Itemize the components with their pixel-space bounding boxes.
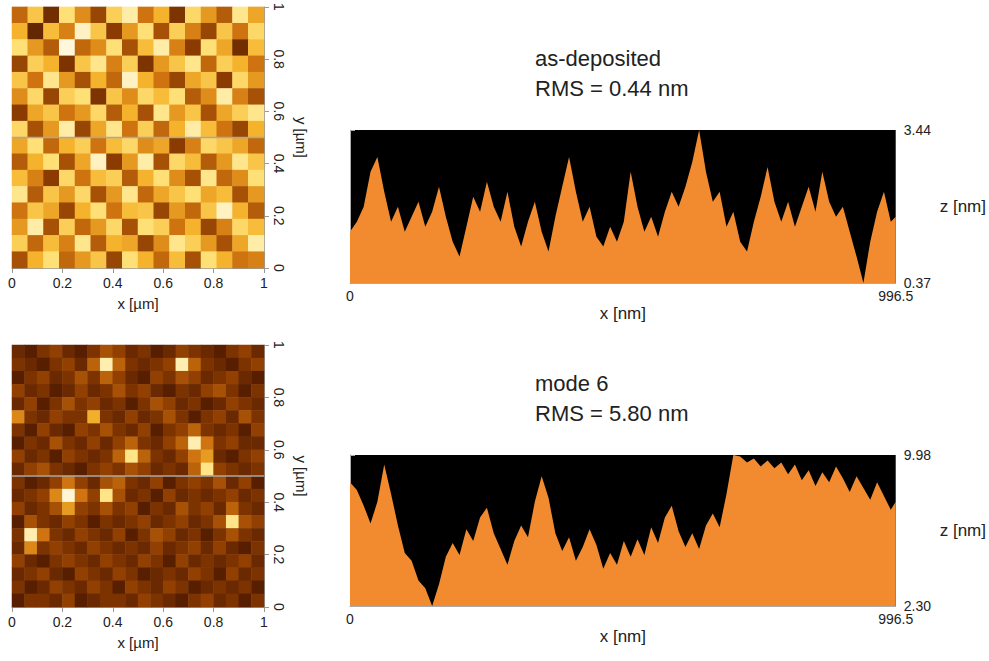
svg-text:0.8: 0.8 xyxy=(271,49,287,69)
svg-text:1: 1 xyxy=(271,341,287,349)
svg-text:x [nm]: x [nm] xyxy=(600,627,646,646)
svg-text:9.98: 9.98 xyxy=(904,447,931,463)
svg-text:y [µm]: y [µm] xyxy=(293,117,310,158)
svg-text:0.4: 0.4 xyxy=(271,154,287,174)
svg-text:1: 1 xyxy=(260,614,268,630)
svg-text:mode 6: mode 6 xyxy=(535,371,608,396)
svg-text:x [µm]: x [µm] xyxy=(117,634,158,651)
svg-text:RMS = 0.44 nm: RMS = 0.44 nm xyxy=(535,76,688,101)
svg-text:as-deposited: as-deposited xyxy=(535,46,661,71)
svg-text:0.2: 0.2 xyxy=(271,545,287,565)
svg-text:0: 0 xyxy=(346,288,354,304)
svg-text:996.5: 996.5 xyxy=(878,611,913,627)
svg-text:0.6: 0.6 xyxy=(153,275,173,291)
svg-text:0.8: 0.8 xyxy=(204,275,224,291)
svg-text:0.8: 0.8 xyxy=(271,388,287,408)
svg-text:x [µm]: x [µm] xyxy=(117,295,158,312)
svg-text:0.6: 0.6 xyxy=(271,102,287,122)
svg-text:0: 0 xyxy=(346,611,354,627)
svg-text:0.6: 0.6 xyxy=(271,440,287,460)
svg-text:0: 0 xyxy=(271,603,287,611)
svg-text:2.30: 2.30 xyxy=(903,598,931,614)
svg-text:0: 0 xyxy=(271,264,287,272)
svg-text:0.2: 0.2 xyxy=(53,614,73,630)
svg-text:x [nm]: x [nm] xyxy=(600,304,646,323)
svg-text:0: 0 xyxy=(8,614,16,630)
svg-text:0.2: 0.2 xyxy=(53,275,73,291)
svg-text:y [µm]: y [µm] xyxy=(293,455,310,496)
svg-text:0.8: 0.8 xyxy=(204,614,224,630)
svg-text:0.6: 0.6 xyxy=(153,614,173,630)
svg-text:996.5: 996.5 xyxy=(878,288,913,304)
svg-text:0.4: 0.4 xyxy=(103,614,123,630)
svg-text:z [nm]: z [nm] xyxy=(940,197,986,216)
svg-text:1: 1 xyxy=(271,3,287,11)
svg-text:0.4: 0.4 xyxy=(271,492,287,512)
svg-text:1: 1 xyxy=(260,275,268,291)
svg-text:0.4: 0.4 xyxy=(103,275,123,291)
svg-text:3.44: 3.44 xyxy=(904,122,931,138)
svg-text:0.37: 0.37 xyxy=(903,275,931,291)
svg-text:z [nm]: z [nm] xyxy=(940,521,986,540)
svg-text:0.2: 0.2 xyxy=(271,206,287,226)
svg-text:0: 0 xyxy=(8,275,16,291)
svg-text:RMS = 5.80 nm: RMS = 5.80 nm xyxy=(535,401,688,426)
